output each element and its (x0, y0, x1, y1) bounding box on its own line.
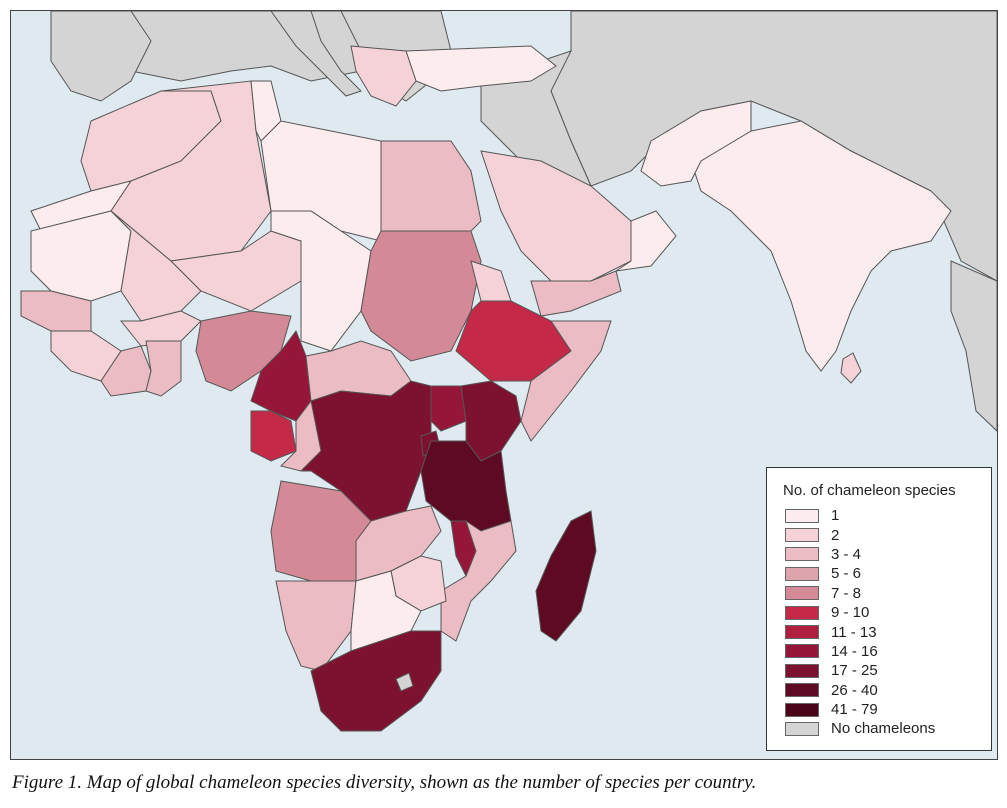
legend-label: 26 - 40 (831, 681, 878, 699)
legend-label: No chameleons (831, 720, 936, 738)
legend-swatch (785, 702, 819, 717)
legend-item: 17 - 25 (785, 661, 935, 680)
legend-item: 14 - 16 (785, 642, 935, 661)
legend-item: 5 - 6 (785, 564, 935, 583)
legend-label: 9 - 10 (831, 604, 870, 622)
country-india (690, 120, 952, 372)
country-yemen (530, 270, 622, 317)
map-canvas (11, 11, 997, 759)
legend-swatch (785, 683, 819, 698)
legend-label: 3 - 4 (831, 545, 862, 563)
country-south-africa (310, 630, 442, 732)
legend-swatch (785, 508, 819, 523)
legend-label: 41 - 79 (831, 701, 878, 719)
legend-swatch (785, 586, 819, 601)
country-turkey (405, 45, 557, 92)
country-somalia (520, 320, 612, 442)
region-se-asia (950, 260, 997, 432)
legend-label: 17 - 25 (831, 662, 878, 680)
country-greece (350, 45, 417, 107)
legend-item: 26 - 40 (785, 681, 935, 700)
legend-swatch (785, 605, 819, 620)
legend-label: 2 (831, 526, 840, 544)
country-pakistan (640, 100, 752, 187)
legend-item: No chameleons (785, 719, 935, 738)
legend-item: 41 - 79 (785, 700, 935, 719)
country-mozambique (440, 519, 517, 642)
legend-label: 14 - 16 (831, 642, 878, 660)
legend-item: 11 - 13 (785, 622, 935, 641)
legend-label: 1 (831, 507, 840, 525)
map-legend: No. of chameleon species 1 2 3 - 4 5 - 6… (766, 467, 992, 751)
country-dr-congo (299, 380, 432, 522)
legend-swatch (785, 566, 819, 581)
country-saudi-arabia (480, 150, 632, 282)
country-madagascar (535, 510, 597, 642)
legend-item: 3 - 4 (785, 545, 935, 564)
legend-swatch (785, 721, 819, 736)
legend-label: 11 - 13 (831, 623, 877, 641)
legend-label: 7 - 8 (831, 584, 862, 602)
country-botswana (350, 570, 422, 652)
country-ghana (145, 340, 182, 397)
country-lesotho (395, 672, 414, 692)
figure-caption: Figure 1. Map of global chameleon specie… (12, 772, 757, 793)
legend-label: 5 - 6 (831, 565, 862, 583)
country-sudan (360, 230, 482, 362)
legend-swatch (785, 644, 819, 659)
map-frame (10, 10, 998, 760)
legend-items: 1 2 3 - 4 5 - 6 7 - 8 9 - 10 11 - 13 14 … (785, 506, 935, 739)
region-italy (270, 11, 362, 97)
legend-item: 9 - 10 (785, 603, 935, 622)
legend-swatch (785, 547, 819, 562)
country-namibia (275, 580, 357, 672)
legend-swatch (785, 625, 819, 640)
legend-swatch (785, 528, 819, 543)
legend-item: 2 (785, 525, 935, 544)
country-oman (615, 210, 677, 272)
country-sri-lanka (840, 352, 862, 384)
legend-title: No. of chameleon species (783, 482, 956, 499)
country-uganda (430, 385, 467, 432)
legend-item: 7 - 8 (785, 584, 935, 603)
legend-item: 1 (785, 506, 935, 525)
region-iberia (50, 11, 152, 102)
legend-swatch (785, 663, 819, 678)
